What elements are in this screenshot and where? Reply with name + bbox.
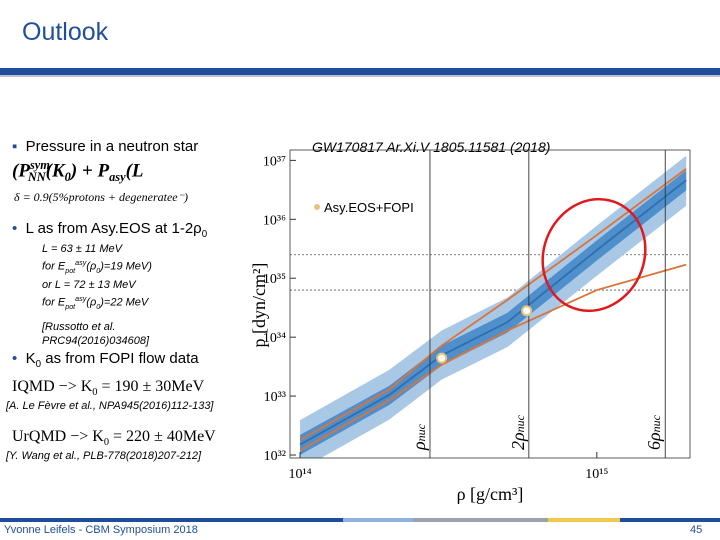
y-tick-label: 10³⁵: [263, 272, 286, 287]
bullet-text: 0: [201, 229, 208, 240]
line: or L = 72 ± 13 MeV: [42, 278, 136, 291]
f: (P: [12, 160, 30, 182]
f: asy: [109, 170, 126, 185]
t: (ρ: [86, 260, 97, 273]
f: UrQMD −> K: [12, 428, 104, 445]
t: for E: [42, 296, 66, 309]
bullet-text: K: [25, 350, 36, 367]
footer-segment: [413, 518, 548, 522]
citation: [Y. Wang et al., PLB-778(2018)207-212]: [6, 450, 202, 462]
line: PRC94(2016)034608]: [42, 334, 150, 347]
header-bar: [0, 68, 720, 75]
data-point: [521, 305, 533, 317]
label-part: nuc: [414, 423, 428, 441]
bullet-text: Pressure in a neutron star: [25, 138, 199, 155]
footer-text: Yvonne Leifels - CBM Symposium 2018: [4, 524, 198, 536]
f: = 220 ± 40MeV: [109, 428, 216, 445]
t: pot: [65, 302, 76, 311]
label-part: 2ρ: [508, 432, 528, 450]
formula: (PsymNN(K0) + Pasy(L: [12, 158, 144, 185]
density-label: ρnuc: [409, 423, 429, 451]
y-tick-label: 10³⁷: [263, 154, 286, 169]
highlight-ellipse: [541, 197, 647, 313]
t: asy: [75, 259, 87, 267]
x-tick-label: 10¹⁵: [585, 467, 608, 482]
legend-marker: [314, 204, 320, 210]
f: 0: [92, 387, 98, 399]
formula: IQMD −> K0 = 190 ± 30MeV: [12, 378, 204, 398]
t: 0: [96, 266, 101, 275]
curve: [299, 263, 687, 452]
data-point: [436, 352, 448, 364]
f: IQMD −> K: [12, 378, 93, 395]
f: 0: [103, 437, 110, 449]
label-part: ρ: [409, 441, 429, 451]
density-label: 6ρnuc: [644, 414, 664, 450]
y-tick-label: 10³⁴: [263, 331, 286, 346]
formula: δ = 0.9(5%protons + degeneratee⁻): [14, 190, 188, 204]
y-tick-label: 10³³: [264, 390, 286, 405]
text-block: L = 63 ± 11 MeV for Epotasy(ρ0)=19 MeV) …: [42, 242, 152, 348]
t: for E: [42, 260, 66, 273]
y-tick-label: 10³⁶: [263, 213, 286, 228]
citation: [A. Le Fèvre et al., NPA945(2016)112-133…: [6, 400, 214, 412]
y-tick-label: 10³²: [264, 449, 286, 464]
t: (ρ: [86, 296, 97, 309]
bullet-text: 0: [35, 359, 42, 370]
curve: [299, 168, 687, 441]
f: 0: [64, 170, 71, 185]
label-part: 6ρ: [644, 432, 664, 450]
density-label: 2ρnuc: [508, 414, 528, 450]
bullet: • K0 as from FOPI flow data: [12, 350, 199, 370]
line: [Russotto et al.: [42, 320, 116, 333]
f: sym: [29, 158, 50, 172]
f: ) + P: [70, 160, 110, 182]
label-part: nuc: [649, 414, 663, 432]
bullet: ▪ Pressure in a neutron star: [12, 138, 199, 155]
f: = 190 ± 30MeV: [97, 378, 205, 395]
bullet: • L as from Asy.EOS at 1-2ρ0: [12, 220, 208, 240]
bullet-text: as from FOPI flow data: [41, 350, 199, 367]
legend-label: Asy.EOS+FOPI: [324, 200, 414, 215]
header-rule: [0, 75, 720, 77]
t: pot: [65, 266, 76, 275]
f: NN: [27, 170, 46, 185]
footer-segment: [548, 518, 620, 522]
chart-title: GW170817 Ar.Xi.V 1805.11581 (2018): [312, 139, 550, 155]
y-axis-label: p [dyn/cm²]: [249, 263, 269, 348]
formula: UrQMD −> K0 = 220 ± 40MeV: [12, 428, 216, 448]
slide-title: Outlook: [22, 18, 109, 46]
x-tick-label: 10¹⁴: [289, 467, 312, 482]
t: )=22 MeV: [100, 296, 149, 309]
page-number: 45: [690, 524, 703, 536]
curve: [299, 179, 687, 446]
t: asy: [75, 294, 87, 303]
line: for Epotasy(ρ0)=22 MeV: [42, 292, 152, 314]
f: (K: [45, 160, 65, 182]
x-axis-label: ρ [g/cm³]: [457, 484, 524, 504]
t: )=19 MeV): [100, 260, 152, 273]
plot-frame: [289, 149, 691, 459]
line: L = 63 ± 11 MeV: [42, 243, 122, 255]
f: (L: [125, 160, 144, 182]
footer-segment: [343, 518, 413, 522]
bullet-text: L as from Asy.EOS at 1-2ρ: [25, 220, 202, 237]
label-part: nuc: [513, 414, 527, 432]
line: for Epotasy(ρ0)=19 MeV): [42, 256, 152, 278]
t: 0: [96, 302, 101, 311]
